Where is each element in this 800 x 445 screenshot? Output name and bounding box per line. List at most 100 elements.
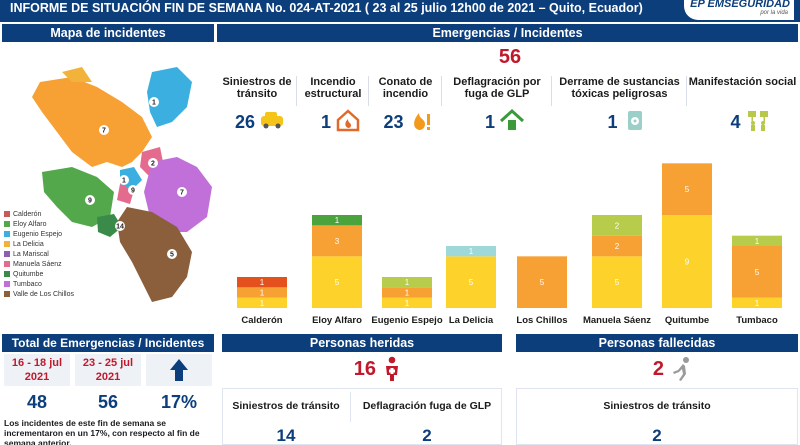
x-axis-label: La Delicia bbox=[449, 315, 494, 326]
legend-item: Eloy Alfaro bbox=[4, 220, 104, 230]
category-value: 1 bbox=[607, 112, 618, 132]
bar-segment-label: 2 bbox=[615, 242, 620, 251]
legend-swatch bbox=[4, 291, 10, 297]
bar-segment bbox=[592, 215, 642, 236]
x-axis-label: Quitumbe bbox=[665, 315, 709, 326]
category-value: 1 bbox=[320, 112, 331, 132]
totals-value2: 56 bbox=[97, 392, 119, 412]
emergency-category: Deflagración por fuga de GLP 1 bbox=[442, 74, 552, 136]
category-divider bbox=[441, 76, 442, 106]
injured-title: Personas heridas bbox=[309, 336, 415, 350]
bar-segment bbox=[592, 256, 642, 308]
totals-note: Los incidentes de este fin de semana se … bbox=[4, 418, 200, 445]
svg-text:14: 14 bbox=[116, 224, 124, 231]
emergency-category: Manifestación social 4 bbox=[687, 74, 798, 136]
bar-segment-label: 9 bbox=[685, 258, 690, 267]
bar-segment-label: 1 bbox=[405, 299, 410, 308]
bar-segment-label: 1 bbox=[755, 299, 760, 308]
totals-period1: 16 - 18 jul 2021 bbox=[4, 354, 70, 386]
deceased-total: 2 bbox=[652, 358, 664, 380]
legend-item: Eugenio Espejo bbox=[4, 230, 104, 240]
injured-divider bbox=[350, 392, 351, 422]
injured-label-1: Deflagración fuga de GLP bbox=[362, 400, 492, 412]
legend-swatch bbox=[4, 251, 10, 257]
category-value: 4 bbox=[730, 112, 741, 132]
legend-label: Calderón bbox=[13, 211, 42, 218]
totals-period2: 23 - 25 jul 2021 bbox=[75, 354, 141, 386]
map-panel-title: Mapa de incidentes bbox=[50, 26, 166, 40]
map-region-valle-los-chillos bbox=[117, 207, 192, 302]
map-panel: 1 7 2 1 9 9 7 14 5 Calderón Eloy Alfaro Eu… bbox=[2, 42, 214, 324]
bar-segment-label: 5 bbox=[335, 278, 340, 287]
bar-segment-label: 1 bbox=[260, 289, 265, 298]
bar-segment-label: 3 bbox=[335, 237, 340, 246]
deceased-label-0: Siniestros de tránsito bbox=[603, 400, 711, 412]
x-axis-label: Manuela Sáenz bbox=[583, 315, 651, 326]
x-axis-label: Tumbaco bbox=[736, 315, 778, 326]
legend-item: Tumbaco bbox=[4, 280, 104, 290]
deceased-value-0: 2 bbox=[652, 426, 662, 445]
bar-segment-label: 2 bbox=[615, 221, 620, 230]
bar-segment bbox=[446, 256, 496, 308]
legend-swatch bbox=[4, 261, 10, 267]
brand-logo: EP EMSEGURIDAD por la vida bbox=[684, 0, 794, 20]
legend-item: Valle de Los Chillos bbox=[4, 290, 104, 300]
svg-text:9: 9 bbox=[88, 198, 92, 205]
bar-segment bbox=[382, 287, 432, 298]
top-bar: INFORME DE SITUACIÓN FIN DE SEMANA No. 0… bbox=[0, 0, 800, 22]
category-value: 26 bbox=[234, 112, 255, 132]
legend-item: La Mariscal bbox=[4, 250, 104, 260]
bar-segment bbox=[312, 225, 362, 257]
bar-segment-label: 5 bbox=[540, 278, 545, 287]
bar-segment bbox=[382, 277, 432, 288]
legend-label: Eloy Alfaro bbox=[13, 221, 47, 228]
category-divider bbox=[296, 76, 297, 106]
x-axis-label: Eugenio Espejo bbox=[371, 315, 442, 326]
map-legend: Calderón Eloy Alfaro Eugenio Espejo La Deli… bbox=[4, 210, 104, 300]
bar-segment bbox=[237, 297, 287, 308]
totals-title: Total de Emergencias / Incidentes bbox=[11, 336, 205, 350]
svg-text:1: 1 bbox=[152, 100, 156, 107]
x-axis-label: Los Chillos bbox=[516, 315, 567, 326]
category-label: Conato de incendio bbox=[378, 76, 433, 100]
legend-swatch bbox=[4, 221, 10, 227]
legend-item: La Delicia bbox=[4, 240, 104, 250]
map-region-calderon bbox=[147, 67, 192, 127]
bar-segment bbox=[312, 215, 362, 226]
emergencies-header: Emergencias / Incidentes bbox=[217, 24, 798, 42]
bar-segment-label: 1 bbox=[260, 299, 265, 308]
car-crash-icon bbox=[259, 108, 285, 134]
map-region-la-delicia-top bbox=[62, 67, 92, 82]
category-label: Derrame de sustancias tóxicas peligrosas bbox=[559, 76, 680, 100]
logo-text: EP EMSEGURIDAD bbox=[690, 0, 790, 10]
bar-segment-label: 5 bbox=[469, 278, 474, 287]
category-divider bbox=[551, 76, 552, 106]
injured-value-1: 2 bbox=[422, 426, 432, 445]
map-region-la-delicia bbox=[32, 77, 152, 167]
legend-swatch bbox=[4, 231, 10, 237]
injured-value-0: 14 bbox=[276, 426, 296, 445]
toxic-barrel-icon bbox=[622, 108, 648, 134]
bar-segment bbox=[732, 297, 782, 308]
category-label: Incendio estructural bbox=[304, 76, 362, 100]
legend-label: La Mariscal bbox=[13, 251, 49, 258]
bar-segment bbox=[237, 287, 287, 298]
legend-label: Valle de Los Chillos bbox=[13, 291, 74, 298]
legend-swatch bbox=[4, 211, 10, 217]
category-label: Siniestros de tránsito bbox=[222, 76, 292, 100]
bar-segment-label: 1 bbox=[335, 216, 340, 225]
category-divider bbox=[368, 76, 369, 106]
arrow-up-icon bbox=[146, 354, 212, 386]
house-fire-icon bbox=[335, 108, 361, 134]
legend-swatch bbox=[4, 241, 10, 247]
house-gas-icon bbox=[499, 108, 525, 134]
category-divider bbox=[686, 76, 687, 106]
emergencies-total: 56 bbox=[498, 46, 522, 68]
fire-icon bbox=[408, 108, 434, 134]
map-panel-header: Mapa de incidentes bbox=[2, 24, 214, 42]
bar-segment bbox=[312, 256, 362, 308]
legend-label: Manuela Sáenz bbox=[13, 261, 62, 268]
totals-change: 17% bbox=[160, 392, 198, 412]
svg-text:7: 7 bbox=[102, 128, 106, 135]
